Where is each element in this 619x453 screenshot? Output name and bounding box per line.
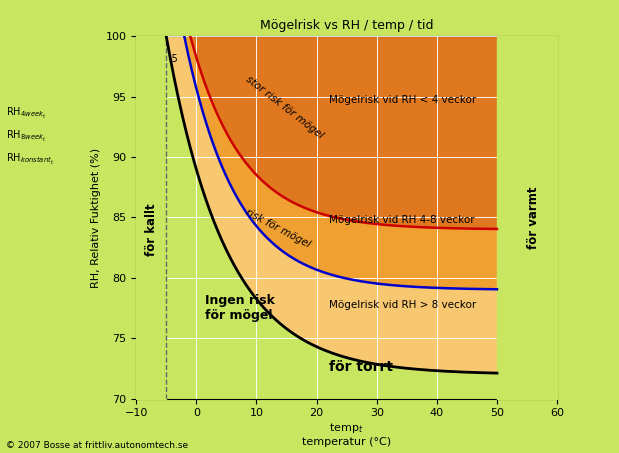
- Text: Mögelrisk vid RH 4-8 veckor: Mögelrisk vid RH 4-8 veckor: [329, 216, 474, 226]
- Text: Mögelrisk vid RH > 8 veckor: Mögelrisk vid RH > 8 veckor: [329, 300, 476, 310]
- Legend: RH$_{4week_t}$, RH$_{8week_t}$, RH$_{konstant_t}$: RH$_{4week_t}$, RH$_{8week_t}$, RH$_{kon…: [0, 106, 54, 167]
- Text: risk för mögel: risk för mögel: [245, 207, 313, 250]
- X-axis label: temp$_t$
temperatur (°C): temp$_t$ temperatur (°C): [302, 421, 391, 447]
- Text: Ingen risk
för mögel: Ingen risk för mögel: [206, 294, 275, 322]
- Text: för varmt: för varmt: [527, 186, 540, 249]
- Text: Mögelrisk vid RH < 4 veckor: Mögelrisk vid RH < 4 veckor: [329, 95, 476, 105]
- Text: stor risk för mögel: stor risk för mögel: [245, 75, 326, 141]
- Text: för kallt: för kallt: [145, 203, 158, 256]
- Text: -5: -5: [168, 54, 178, 64]
- Text: © 2007 Bosse at frittliv.autonomtech.se: © 2007 Bosse at frittliv.autonomtech.se: [6, 442, 188, 450]
- Y-axis label: RH, Relativ Fuktighet (%): RH, Relativ Fuktighet (%): [91, 147, 102, 288]
- Text: för torrt: för torrt: [329, 361, 392, 375]
- Title: Mögelrisk vs RH / temp / tid: Mögelrisk vs RH / temp / tid: [260, 19, 433, 32]
